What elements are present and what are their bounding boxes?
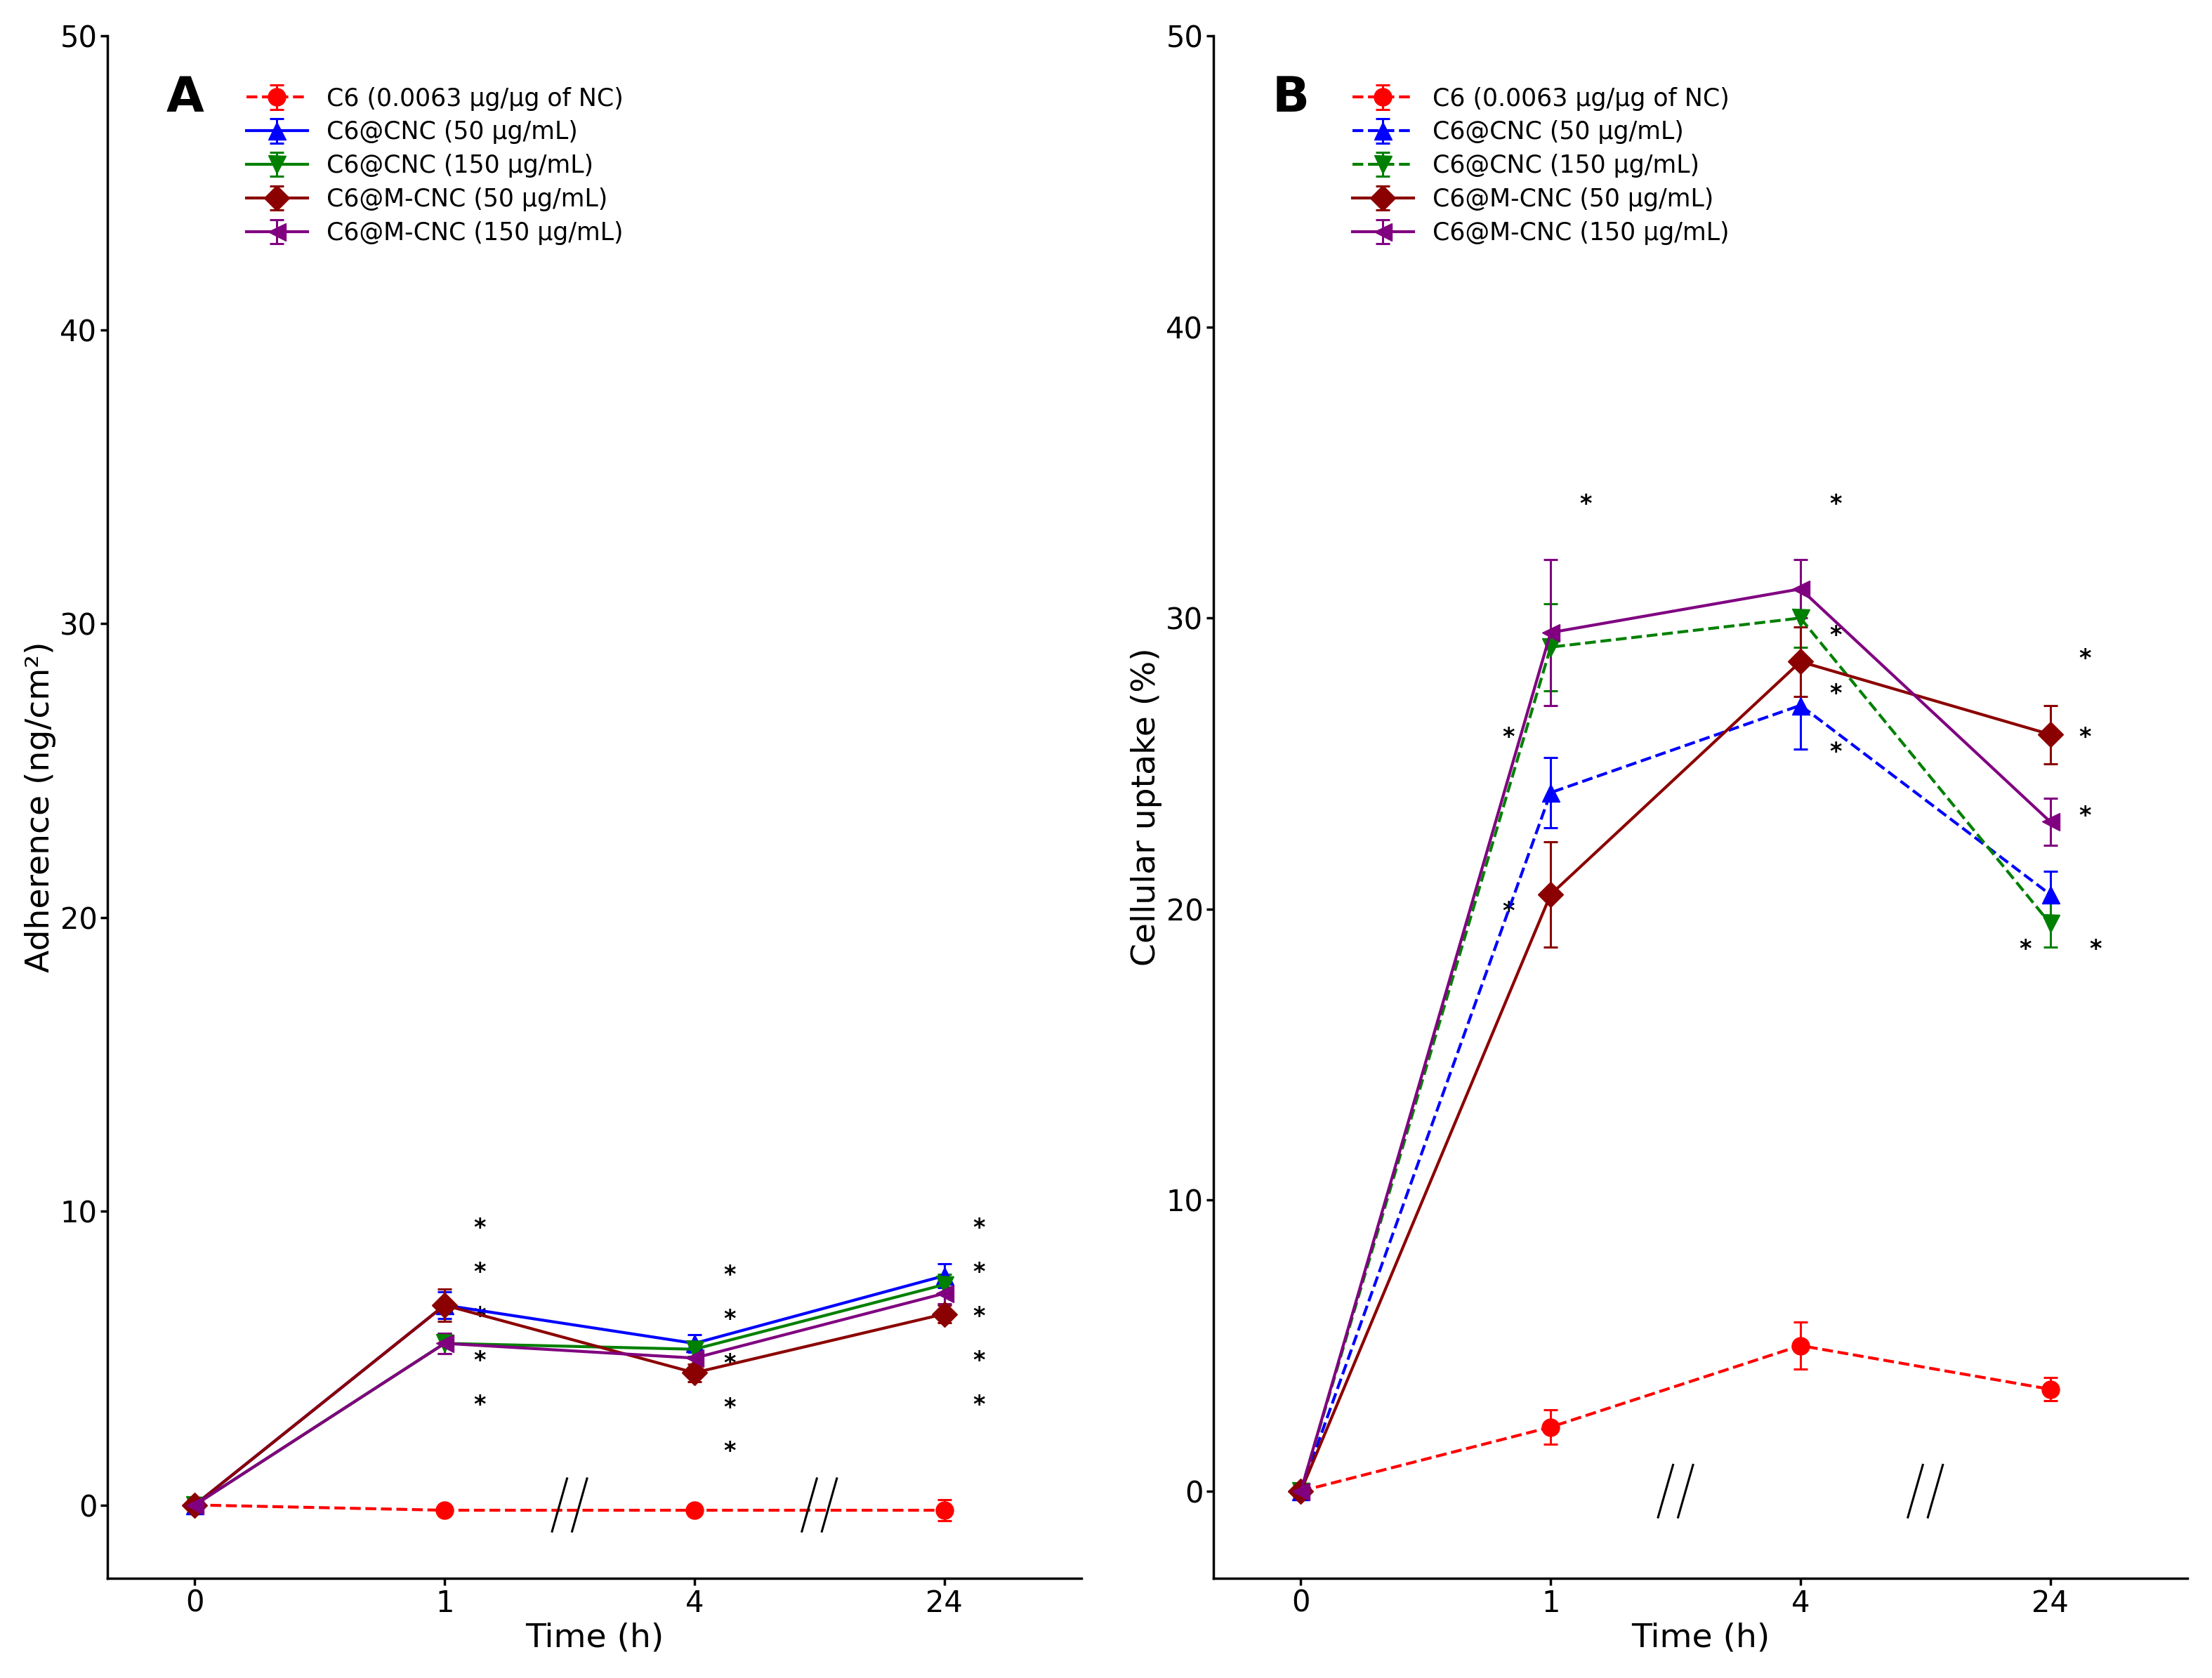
Text: *: * — [473, 1349, 487, 1373]
Legend: C6 (0.0063 μg/μg of NC), C6@CNC (50 μg/mL), C6@CNC (150 μg/mL), C6@M-CNC (50 μg/: C6 (0.0063 μg/μg of NC), C6@CNC (50 μg/m… — [1352, 87, 1730, 245]
Text: *: * — [1829, 740, 1843, 763]
Text: *: * — [973, 1393, 984, 1416]
Text: *: * — [1829, 624, 1843, 648]
Text: *: * — [723, 1309, 737, 1331]
Text: *: * — [473, 1305, 487, 1329]
Text: *: * — [723, 1352, 737, 1376]
Legend: C6 (0.0063 μg/μg of NC), C6@CNC (50 μg/mL), C6@CNC (150 μg/mL), C6@M-CNC (50 μg/: C6 (0.0063 μg/μg of NC), C6@CNC (50 μg/m… — [246, 87, 624, 245]
Text: *: * — [1502, 901, 1515, 923]
Text: *: * — [723, 1396, 737, 1420]
Text: *: * — [973, 1305, 984, 1329]
Text: *: * — [723, 1264, 737, 1287]
Text: *: * — [473, 1262, 487, 1284]
Text: *: * — [473, 1393, 487, 1416]
Text: *: * — [1829, 683, 1843, 705]
Text: *: * — [973, 1262, 984, 1284]
Text: *: * — [973, 1349, 984, 1373]
Text: *: * — [2079, 727, 2090, 748]
Text: *: * — [723, 1440, 737, 1463]
Text: *: * — [2088, 938, 2101, 961]
X-axis label: Time (h): Time (h) — [524, 1623, 664, 1653]
Text: *: * — [1502, 727, 1515, 748]
Y-axis label: Adherence (ng/cm²): Adherence (ng/cm²) — [24, 641, 55, 973]
Text: B: B — [1272, 74, 1310, 121]
Text: *: * — [2079, 648, 2090, 671]
Text: *: * — [473, 1217, 487, 1240]
X-axis label: Time (h): Time (h) — [1630, 1623, 1770, 1653]
Text: *: * — [973, 1217, 984, 1240]
Y-axis label: Cellular uptake (%): Cellular uptake (%) — [1130, 648, 1161, 967]
Text: *: * — [2079, 804, 2090, 827]
Text: *: * — [2020, 938, 2031, 961]
Text: *: * — [1829, 493, 1843, 517]
Text: A: A — [166, 74, 204, 121]
Text: *: * — [1579, 493, 1593, 517]
